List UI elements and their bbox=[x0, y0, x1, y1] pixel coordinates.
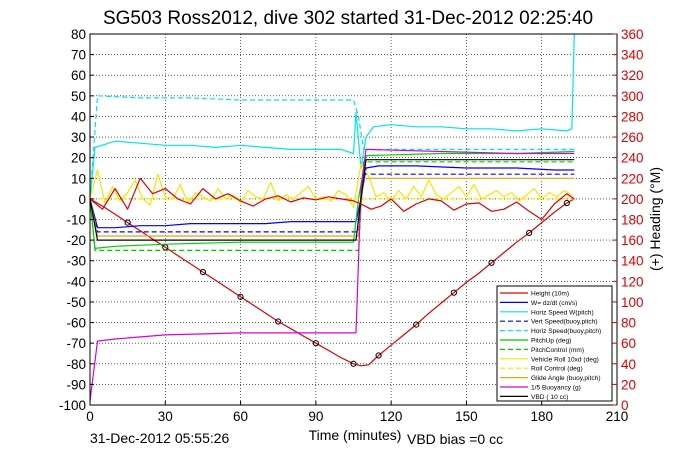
legend-label: Vert Speed(buoy,pitch) bbox=[531, 319, 598, 326]
x-tick-label: 60 bbox=[233, 409, 248, 424]
right-axis: 0 20 40 60 80 100 120 140 160 180 200 220 240 260 280 3… bbox=[613, 27, 644, 413]
series-line bbox=[89, 150, 575, 249]
x-tick-label: 30 bbox=[158, 409, 173, 424]
legend-label: Glide Angle (buoy,pitch) bbox=[531, 375, 601, 382]
y-tick-label: 70 bbox=[71, 48, 86, 63]
x-axis-label: Time (minutes) bbox=[309, 427, 402, 443]
right-axis-label: (+) Heading (°M) bbox=[647, 167, 663, 271]
legend: Height (10m) W= dz/dt (cm/s) Horiz Speed W… bbox=[496, 285, 613, 402]
y-tick-label: 80 bbox=[71, 27, 86, 42]
y2-tick-label: 100 bbox=[621, 295, 644, 310]
x-tick-label: 180 bbox=[530, 409, 553, 424]
footer-date: 31-Dec-2012 05:55:26 bbox=[90, 430, 230, 446]
legend-label: Height (10m) bbox=[531, 291, 569, 298]
y2-tick-label: 360 bbox=[621, 27, 644, 42]
y2-tick-label: 260 bbox=[621, 130, 644, 145]
x-tick-label: 120 bbox=[380, 409, 403, 424]
y-tick-label: 30 bbox=[71, 130, 86, 145]
height-marker bbox=[124, 219, 131, 226]
y-tick-label: -10 bbox=[66, 213, 86, 228]
vbd-bias: VBD bias =0 cc bbox=[407, 431, 503, 447]
x-tick-label: 210 bbox=[606, 409, 629, 424]
height-marker bbox=[199, 268, 207, 276]
y2-tick-label: 140 bbox=[621, 254, 644, 269]
x-tick-label: 150 bbox=[455, 409, 478, 424]
y-tick-label: -50 bbox=[66, 295, 86, 310]
y2-tick-label: 0 bbox=[621, 398, 629, 413]
x-tick-label: 90 bbox=[308, 409, 323, 424]
height-marker bbox=[237, 293, 244, 300]
left-axis: -100-90-80-70-60-50-40-30-20-10010203040… bbox=[59, 27, 94, 413]
y2-tick-label: 60 bbox=[621, 336, 636, 351]
y2-tick-label: 220 bbox=[621, 171, 644, 186]
y2-tick-label: 180 bbox=[621, 213, 644, 228]
legend-label: PitchUp (deg) bbox=[531, 338, 571, 345]
y-tick-label: -30 bbox=[66, 254, 86, 269]
grid bbox=[90, 34, 617, 405]
legend-label: Horiz Speed W(pitch) bbox=[531, 309, 594, 316]
series-line bbox=[89, 198, 575, 367]
x-axis: 0 30 60 90 120 150 180 210 bbox=[86, 401, 628, 424]
height-marker bbox=[375, 352, 382, 359]
y-tick-label: -20 bbox=[66, 233, 86, 248]
y2-tick-label: 80 bbox=[621, 316, 636, 331]
y2-tick-label: 300 bbox=[621, 89, 644, 104]
series-line bbox=[89, 161, 575, 251]
y2-tick-label: 20 bbox=[621, 377, 636, 392]
series-layer bbox=[89, 33, 575, 401]
y-tick-label: 40 bbox=[71, 109, 86, 124]
height-marker bbox=[488, 259, 495, 266]
y2-tick-label: 240 bbox=[621, 151, 644, 166]
height-marker bbox=[526, 229, 533, 236]
height-marker bbox=[350, 360, 357, 367]
legend-label: Horiz Speed(buoy,pitch) bbox=[531, 328, 601, 335]
y-tick-label: -60 bbox=[66, 316, 86, 331]
series-line bbox=[89, 163, 573, 208]
height-marker bbox=[450, 289, 457, 296]
y-tick-label: 0 bbox=[78, 192, 86, 207]
y-tick-label: 60 bbox=[71, 68, 86, 83]
height-marker bbox=[275, 318, 282, 325]
y-tick-label: 20 bbox=[71, 151, 86, 166]
y-tick-label: -80 bbox=[66, 357, 86, 372]
legend-label: 1/5 Buoyancy (g) bbox=[531, 385, 581, 392]
y2-tick-label: 200 bbox=[621, 192, 644, 207]
legend-label: VBD ( 10 cc) bbox=[531, 394, 568, 401]
legend-label: W= dz/dt (cm/s) bbox=[531, 300, 577, 307]
series-line bbox=[89, 148, 575, 401]
y2-tick-label: 120 bbox=[621, 274, 644, 289]
series-line bbox=[89, 159, 575, 241]
y-tick-label: 50 bbox=[71, 89, 86, 104]
height-marker bbox=[563, 199, 570, 207]
y2-tick-label: 160 bbox=[621, 233, 644, 248]
y2-tick-label: 320 bbox=[621, 68, 644, 83]
series-line bbox=[89, 95, 575, 199]
y-tick-label: -100 bbox=[59, 398, 86, 413]
y2-tick-label: 340 bbox=[621, 48, 644, 63]
legend-items: Height (10m) W= dz/dt (cm/s) Horiz Speed W… bbox=[500, 291, 601, 401]
series-line bbox=[89, 33, 575, 199]
y-tick-label: -40 bbox=[66, 274, 86, 289]
height-marker bbox=[312, 340, 319, 347]
chart-title: SG503 Ross2012, dive 302 started 31-Dec-… bbox=[103, 8, 593, 29]
legend-label: Roll Control (deg) bbox=[531, 366, 583, 373]
series-line bbox=[89, 165, 575, 229]
y-tick-label: 10 bbox=[71, 171, 86, 186]
x-tick-label: 0 bbox=[86, 409, 94, 424]
legend-label: PitchControl (mm) bbox=[531, 347, 584, 354]
y-tick-label: -90 bbox=[66, 377, 86, 392]
y2-tick-label: 40 bbox=[621, 357, 636, 372]
legend-box bbox=[496, 285, 613, 402]
series-line bbox=[89, 173, 575, 233]
legend-label: Vehicle Roll 10xd (deg) bbox=[531, 356, 599, 363]
y2-tick-label: 280 bbox=[621, 109, 644, 124]
height-marker bbox=[413, 321, 420, 328]
y-tick-label: -70 bbox=[66, 336, 86, 351]
series-line bbox=[89, 177, 575, 221]
